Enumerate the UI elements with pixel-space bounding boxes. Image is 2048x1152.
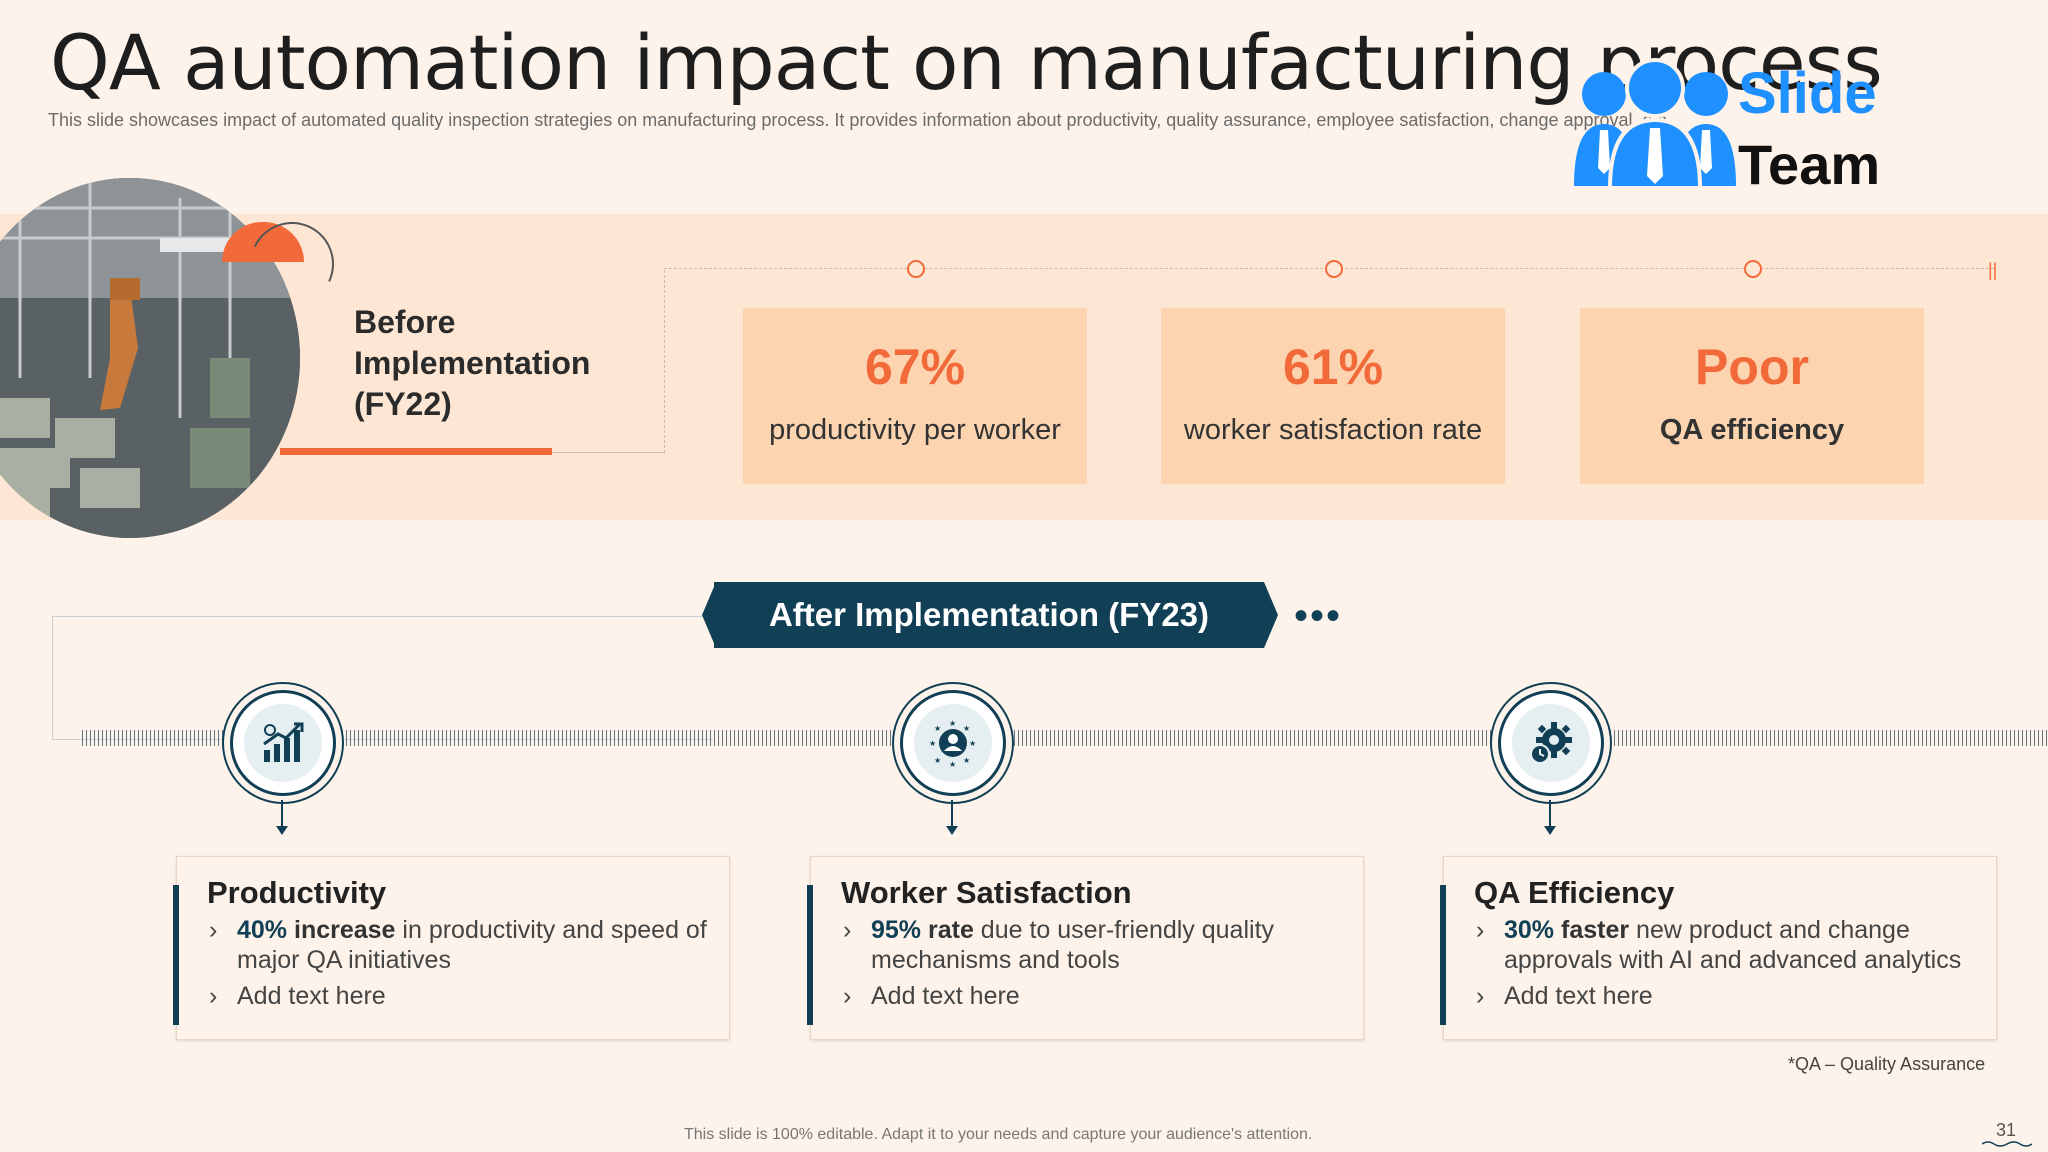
arrow-head-icon: [276, 826, 288, 835]
list-item: › Add text here: [207, 981, 707, 1011]
qa-efficiency-card: QA Efficiency › 30% faster new product an…: [1440, 856, 1997, 1040]
svg-text:★: ★: [934, 724, 941, 733]
card-bullets: › 95% rate due to user-friendly quality m…: [841, 915, 1341, 1017]
wave-decoration-icon: [1982, 1141, 2032, 1147]
chevron-right-icon: ›: [1476, 916, 1485, 944]
card-accent-bar: [807, 885, 813, 1025]
chevron-right-icon: ›: [1476, 982, 1485, 1010]
gear-clock-icon: [1530, 722, 1572, 764]
arrow-head-icon: [946, 826, 958, 835]
before-implementation-heading: Before Implementation (FY22): [354, 302, 590, 425]
banner-arrow-right: [1264, 582, 1278, 648]
svg-text:★: ★: [929, 739, 936, 748]
bullet-strong: rate: [921, 916, 974, 944]
dashed-connector-vertical: [664, 270, 665, 453]
bullet-strong: faster: [1554, 916, 1630, 944]
bullet-text: in productivity and speed of major QA in…: [237, 916, 707, 974]
before-heading-line3: (FY22): [354, 386, 452, 422]
after-implementation-banner: After Implementation (FY23): [714, 582, 1264, 648]
chevron-right-icon: ›: [843, 916, 852, 944]
metric-label: productivity per worker: [769, 414, 1061, 446]
timeline-dot: [1325, 260, 1343, 278]
productivity-icon-badge: [230, 690, 336, 796]
timeline-dot: [907, 260, 925, 278]
timeline-dot: [1744, 260, 1762, 278]
footer-note: This slide is 100% editable. Adapt it to…: [684, 1126, 1313, 1143]
card-title: QA Efficiency: [1474, 875, 1675, 910]
people-icon: [1574, 58, 1736, 188]
page-subtitle: This slide showcases impact of automated…: [48, 110, 1672, 130]
metric-satisfaction-before: 61% worker satisfaction rate: [1161, 308, 1505, 484]
metric-qa-efficiency-before: Poor QA efficiency: [1580, 308, 1924, 484]
page-number: 31: [1996, 1120, 2017, 1140]
ellipsis-icon: •••: [1294, 594, 1343, 638]
qa-efficiency-icon-badge: [1498, 690, 1604, 796]
card-title: Worker Satisfaction: [841, 875, 1132, 910]
svg-text:★: ★: [963, 724, 970, 733]
list-item: › 30% faster new product and change appro…: [1474, 915, 1974, 975]
slideteam-logo: Slide Team: [1570, 58, 1880, 196]
worker-satisfaction-card: Worker Satisfaction › 95% rate due to use…: [807, 856, 1364, 1040]
bullet-highlight: 95%: [871, 916, 922, 944]
bullet-text: new product and change approvals with AI…: [1504, 916, 1962, 974]
metric-productivity-before: 67% productivity per worker: [743, 308, 1087, 484]
card-accent-bar: [173, 885, 179, 1025]
list-item: › Add text here: [1474, 981, 1974, 1011]
bullet-strong: increase: [287, 916, 396, 944]
after-section-bracket: [52, 616, 713, 740]
before-heading-line2: Implementation: [354, 345, 591, 381]
worker-satisfaction-icon-badge: ★ ★ ★ ★ ★ ★ ★ ★: [900, 690, 1006, 796]
metric-value: Poor: [1695, 339, 1809, 395]
bullet-text: Add text here: [871, 982, 1020, 1010]
list-item: › 40% increase in productivity and speed …: [207, 915, 707, 975]
svg-text:★: ★: [934, 756, 941, 765]
logo-text-slide: Slide: [1738, 61, 1877, 126]
footnote: *QA – Quality Assurance: [1788, 1054, 1986, 1074]
card-title: Productivity: [207, 875, 387, 910]
timeline-ruler: [82, 730, 2048, 746]
svg-text:★: ★: [963, 756, 970, 765]
bullet-text: Add text here: [237, 982, 386, 1010]
connector-line: [552, 452, 664, 453]
connector-arrow: [281, 800, 283, 828]
card-bullets: › 40% increase in productivity and speed …: [207, 915, 707, 1017]
metric-label: QA efficiency: [1659, 414, 1845, 446]
svg-text:★: ★: [949, 760, 956, 767]
list-item: › 95% rate due to user-friendly quality m…: [841, 915, 1341, 975]
metric-value: 61%: [1282, 339, 1384, 395]
card-bullets: › 30% faster new product and change appro…: [1474, 915, 1974, 1017]
metric-value: 67%: [864, 339, 966, 395]
bullet-highlight: 40%: [237, 916, 288, 944]
before-heading-underline: [280, 448, 552, 455]
bullet-text: due to user-friendly quality mechanisms …: [871, 916, 1275, 974]
employee-stars-icon: ★ ★ ★ ★ ★ ★ ★ ★: [929, 719, 976, 767]
before-heading-line1: Before: [354, 304, 456, 340]
chevron-right-icon: ›: [209, 982, 218, 1010]
dashed-line-end-mark: ||: [1988, 260, 1998, 280]
chevron-right-icon: ›: [209, 916, 218, 944]
metric-label: worker satisfaction rate: [1183, 414, 1483, 446]
arrow-head-icon: [1544, 826, 1556, 835]
list-item: › Add text here: [841, 981, 1341, 1011]
growth-chart-icon: [263, 722, 304, 762]
bullet-highlight: 30%: [1504, 916, 1555, 944]
logo-text-team: Team: [1738, 133, 1881, 196]
page-title: QA automation impact on manufacturing pr…: [50, 18, 1883, 107]
banner-arrow-left: [702, 582, 716, 648]
bullet-text: Add text here: [1504, 982, 1653, 1010]
svg-text:★: ★: [969, 739, 976, 748]
svg-text:★: ★: [949, 719, 956, 728]
connector-arrow: [951, 800, 953, 828]
chevron-right-icon: ›: [843, 982, 852, 1010]
connector-arrow: [1549, 800, 1551, 828]
card-accent-bar: [1440, 885, 1446, 1025]
productivity-card: Productivity › 40% increase in productivi…: [173, 856, 730, 1040]
